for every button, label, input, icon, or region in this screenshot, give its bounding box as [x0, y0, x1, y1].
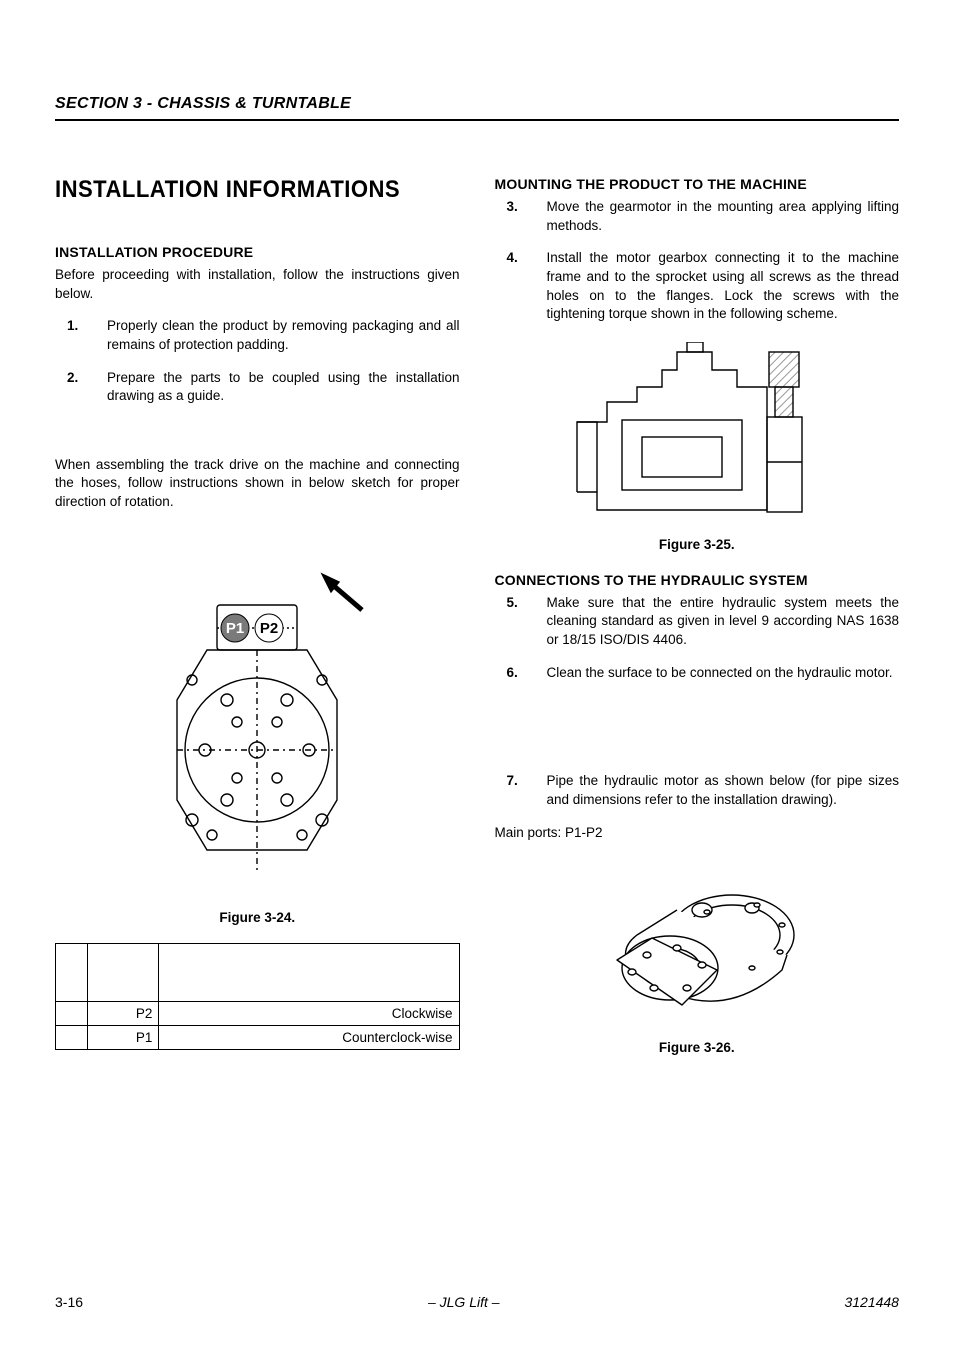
page-number: 3-16	[55, 1294, 83, 1310]
mounting-heading: MOUNTING THE PRODUCT TO THE MACHINE	[495, 176, 900, 192]
hydraulic-steps-a: Make sure that the entire hydraulic syst…	[495, 594, 900, 683]
table-row: P2 Clockwise	[56, 1001, 460, 1025]
right-column: MOUNTING THE PRODUCT TO THE MACHINE Move…	[495, 176, 900, 1073]
svg-text:P1: P1	[226, 620, 244, 637]
hydraulic-motor-iso-icon	[582, 860, 812, 1030]
left-column: INSTALLATION INFORMATIONS INSTALLATION P…	[55, 176, 460, 1073]
main-heading: INSTALLATION INFORMATIONS	[55, 176, 427, 204]
page-header: SECTION 3 - CHASSIS & TURNTABLE	[55, 95, 899, 121]
step-6: Clean the surface to be connected on the…	[495, 664, 900, 683]
step-5: Make sure that the entire hydraulic syst…	[495, 594, 900, 650]
step-2: Prepare the parts to be coupled using th…	[55, 369, 460, 406]
rotation-table: P2 Clockwise P1 Counterclock-wise	[55, 943, 460, 1050]
document-id: 3121448	[844, 1294, 899, 1310]
hydraulic-steps-b: Pipe the hydraulic motor as shown below …	[495, 772, 900, 809]
procedure-heading: INSTALLATION PROCEDURE	[55, 244, 460, 260]
step-7: Pipe the hydraulic motor as shown below …	[495, 772, 900, 809]
procedure-steps: Properly clean the product by removing p…	[55, 317, 460, 406]
figure-3-26	[495, 860, 900, 1030]
svg-text:P2: P2	[260, 620, 278, 637]
figure-3-25-caption: Figure 3-25.	[495, 537, 900, 552]
track-drive-diagram-icon: P1 P2	[117, 530, 397, 900]
figure-3-24: P1 P2	[55, 530, 460, 900]
two-column-layout: INSTALLATION INFORMATIONS INSTALLATION P…	[55, 176, 899, 1073]
step-1: Properly clean the product by removing p…	[55, 317, 460, 354]
assembly-note: When assembling the track drive on the m…	[55, 456, 460, 512]
gearbox-cross-section-icon	[547, 342, 847, 527]
main-ports-label: Main ports: P1-P2	[495, 824, 900, 843]
step-3: Move the gearmotor in the mounting area …	[495, 198, 900, 235]
footer-brand: – JLG Lift –	[428, 1294, 500, 1310]
step-4: Install the motor gearbox connecting it …	[495, 249, 900, 324]
mounting-steps: Move the gearmotor in the mounting area …	[495, 198, 900, 324]
hydraulic-heading: CONNECTIONS TO THE HYDRAULIC SYSTEM	[495, 572, 900, 588]
figure-3-26-caption: Figure 3-26.	[495, 1040, 900, 1055]
procedure-intro: Before proceeding with installation, fol…	[55, 266, 460, 303]
figure-3-25	[495, 342, 900, 527]
page-footer: 3-16 – JLG Lift – 3121448	[55, 1294, 899, 1310]
section-title: SECTION 3 - CHASSIS & TURNTABLE	[55, 95, 899, 113]
table-row: P1 Counterclock-wise	[56, 1025, 460, 1049]
figure-3-24-caption: Figure 3-24.	[55, 910, 460, 925]
